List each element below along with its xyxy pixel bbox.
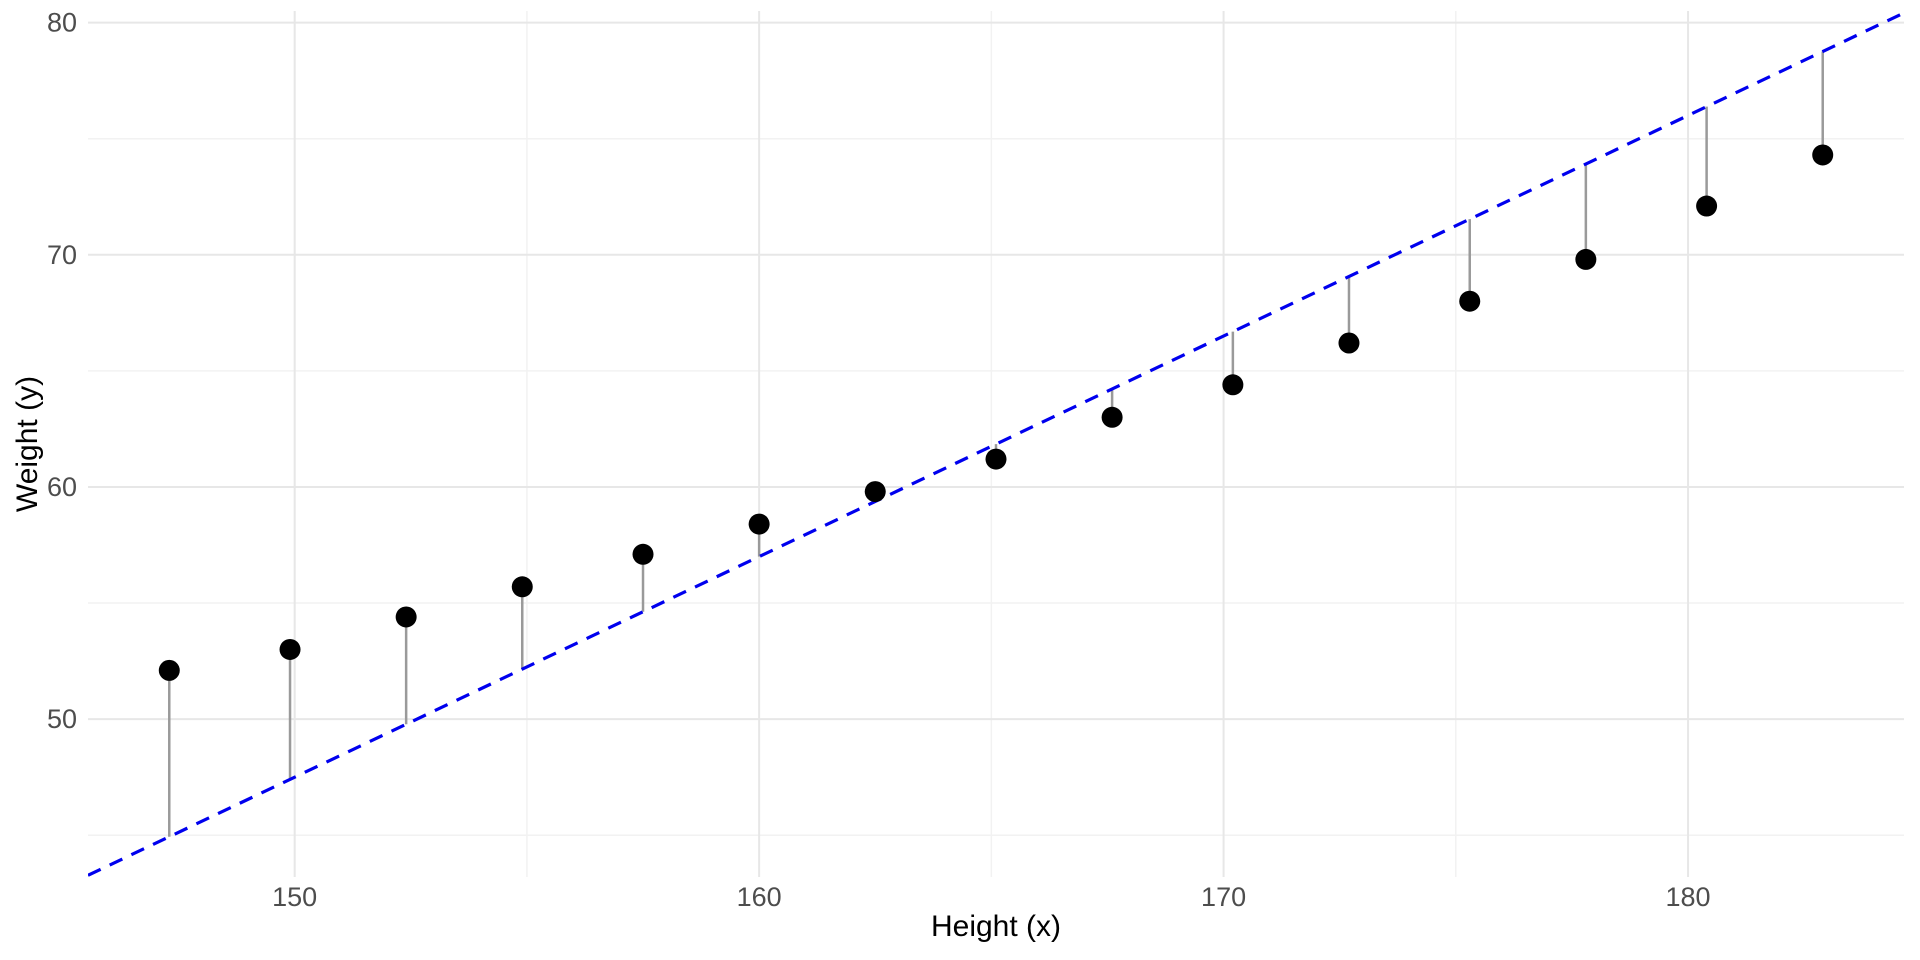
data-point (1459, 290, 1481, 312)
y-axis-title: Weight (y) (11, 375, 44, 513)
x-tick-label: 160 (737, 882, 782, 912)
data-point (864, 481, 886, 503)
data-point (1101, 406, 1123, 428)
data-point (1812, 144, 1834, 166)
y-tick-label: 50 (47, 704, 77, 734)
data-point (511, 576, 533, 598)
y-tick-label: 60 (47, 472, 77, 502)
y-tick-label: 80 (47, 8, 77, 38)
data-point (748, 513, 770, 535)
x-tick-label: 180 (1665, 882, 1710, 912)
y-tick-label: 70 (47, 240, 77, 270)
x-tick-label: 150 (272, 882, 317, 912)
data-point (1222, 374, 1244, 396)
x-tick-label: 170 (1201, 882, 1246, 912)
data-point (158, 659, 180, 681)
data-point (1575, 248, 1597, 270)
x-axis-title: Height (x) (930, 910, 1062, 943)
data-point (1696, 195, 1718, 217)
data-point (395, 606, 417, 628)
data-point (1338, 332, 1360, 354)
data-point (632, 543, 654, 565)
data-point (985, 448, 1007, 470)
data-point (279, 638, 301, 660)
